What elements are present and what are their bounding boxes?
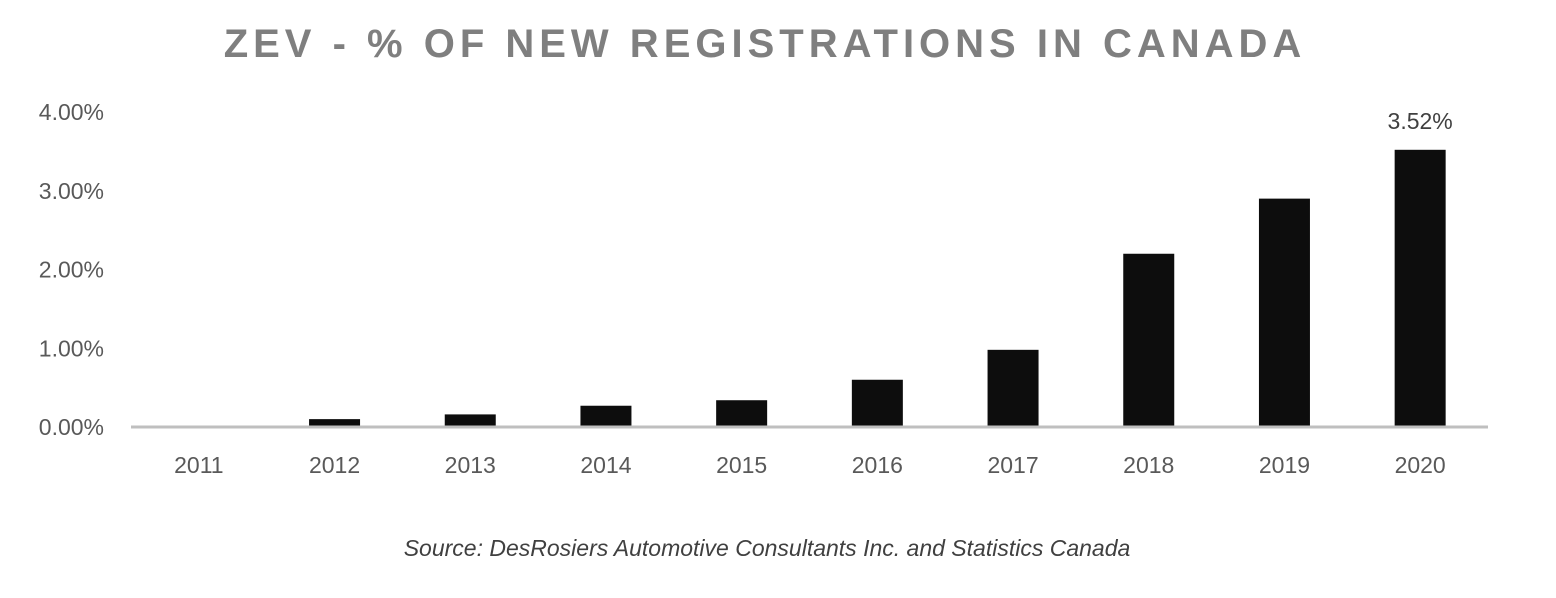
y-tick-label: 1.00% [39,335,104,361]
y-tick-label: 4.00% [39,99,104,125]
bar-2015 [716,400,768,427]
x-tick-label: 2013 [445,452,496,478]
chart-title: ZEV - % OF NEW REGISTRATIONS IN CANADA [223,22,1307,66]
bar-2020 [1394,149,1446,428]
y-tick-label: 3.00% [39,178,104,204]
data-label-2020: 3.52% [1388,108,1453,134]
x-tick-label: 2020 [1395,452,1446,478]
x-tick-label: 2011 [174,452,223,478]
y-tick-label: 0.00% [39,414,104,440]
x-tick-label: 2019 [1259,452,1310,478]
bar-2018 [1123,253,1175,427]
bars-group [309,149,1446,428]
y-axis-ticks: 0.00% 1.00% 2.00% 3.00% 4.00% [39,99,104,440]
x-tick-label: 2015 [716,452,767,478]
bar-2014 [580,405,632,427]
data-labels: 3.52% [1388,108,1453,134]
bar-2017 [987,349,1039,427]
x-tick-label: 2014 [580,452,631,478]
bar-2013 [444,414,496,427]
x-tick-label: 2018 [1123,452,1174,478]
bar-2019 [1258,198,1310,427]
x-tick-label: 2017 [987,452,1038,478]
y-tick-label: 2.00% [39,257,104,283]
x-tick-label: 2012 [309,452,360,478]
chart-source-note: Source: DesRosiers Automotive Consultant… [403,535,1131,561]
x-axis-ticks: 2011 2012 2013 2014 2015 2016 2017 2018 2019 2020 [174,452,1446,478]
x-tick-label: 2016 [852,452,903,478]
bar-2012 [309,419,361,427]
bar-2016 [851,379,903,427]
